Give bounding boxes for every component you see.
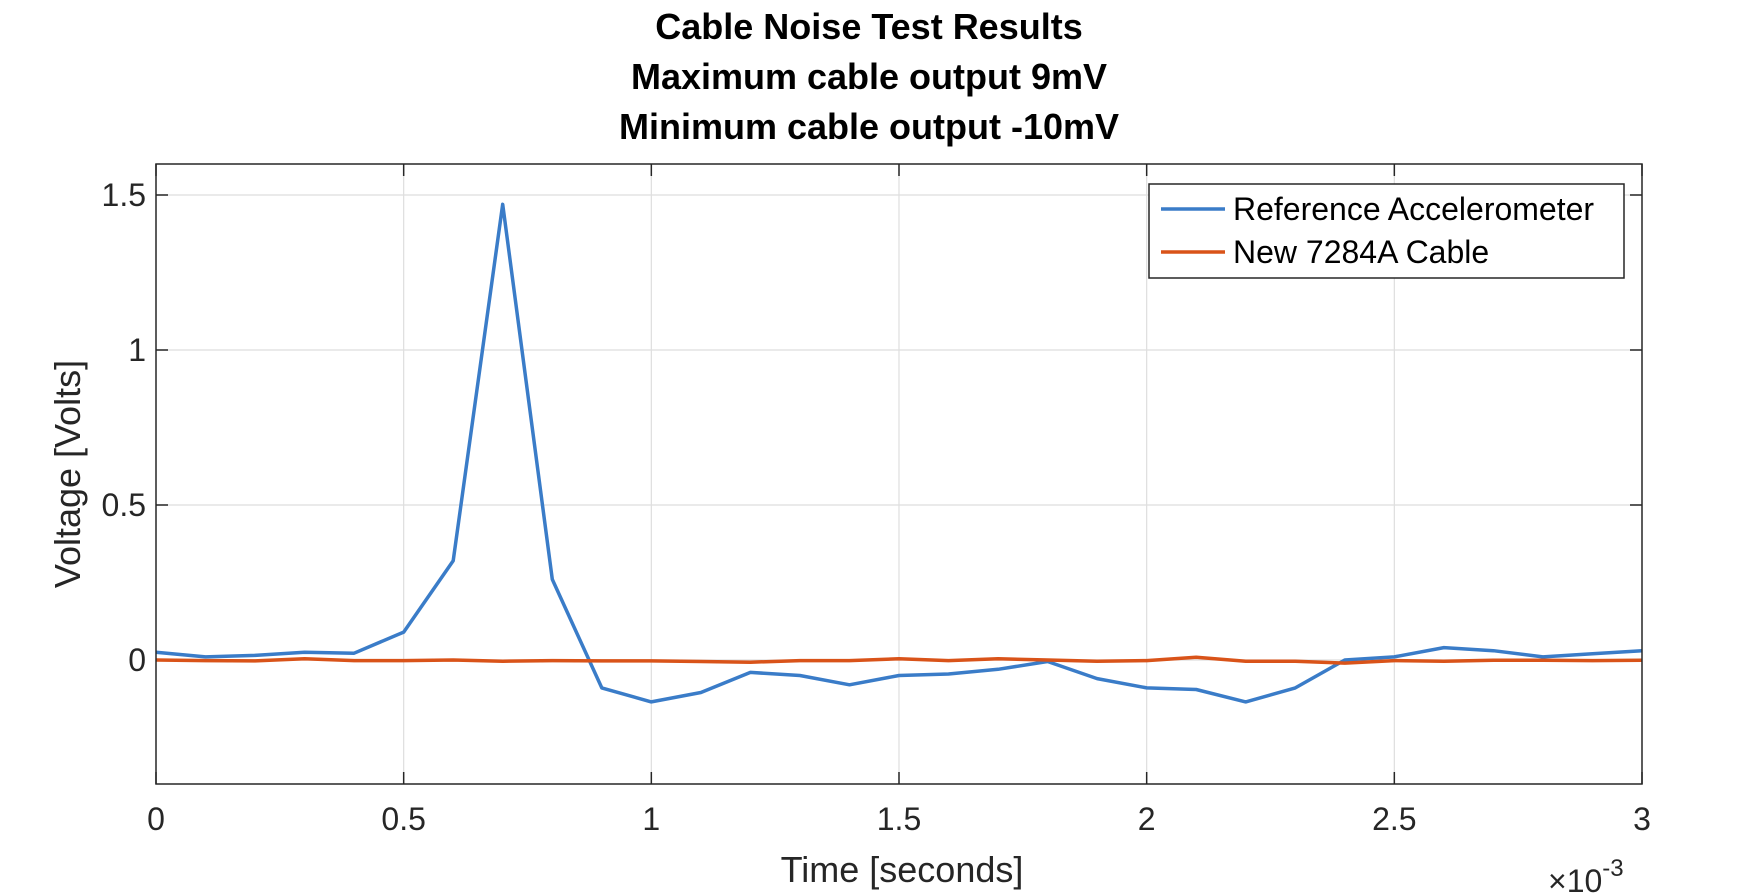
x-axis-label: Time [seconds] <box>781 849 1024 890</box>
x-tick-label: 2 <box>1138 801 1156 837</box>
chart-title-line-3: Minimum cable output -10mV <box>618 106 1120 147</box>
x-exponent-power: -3 <box>1602 855 1623 882</box>
x-exponent-base: ×10 <box>1548 863 1602 895</box>
y-tick-label: 0 <box>128 642 146 678</box>
x-tick-label: 0.5 <box>381 801 425 837</box>
chart-title-line-1: Cable Noise Test Results <box>655 6 1083 47</box>
y-tick-label: 1.5 <box>102 177 146 213</box>
legend-label-cable: New 7284A Cable <box>1233 234 1489 270</box>
chart-title-line-2: Maximum cable output 9mV <box>630 56 1108 97</box>
y-axis-label: Voltage [Volts] <box>47 360 88 588</box>
x-exponent-label: ×10-3 <box>1548 855 1624 895</box>
legend: Reference Accelerometer New 7284A Cable <box>1148 183 1625 279</box>
legend-box <box>1148 183 1625 279</box>
series-line-new-7284a-cable <box>155 655 1643 665</box>
x-tick-label: 0 <box>147 801 165 837</box>
plot-border <box>155 163 1643 785</box>
series-line-reference-accelerometer <box>155 202 1643 704</box>
y-tick-labels: 0 0.5 1 1.5 <box>102 177 146 678</box>
y-tick-label: 1 <box>128 332 146 368</box>
x-tick-label: 1 <box>642 801 660 837</box>
legend-label-reference: Reference Accelerometer <box>1233 191 1594 227</box>
x-tick-labels: 0 0.5 1 1.5 2 2.5 3 <box>147 801 1651 837</box>
x-tick-label: 1.5 <box>877 801 921 837</box>
y-tick-label: 0.5 <box>102 487 146 523</box>
x-tick-label: 3 <box>1633 801 1651 837</box>
series-lines <box>155 202 1643 704</box>
x-tick-label: 2.5 <box>1372 801 1416 837</box>
